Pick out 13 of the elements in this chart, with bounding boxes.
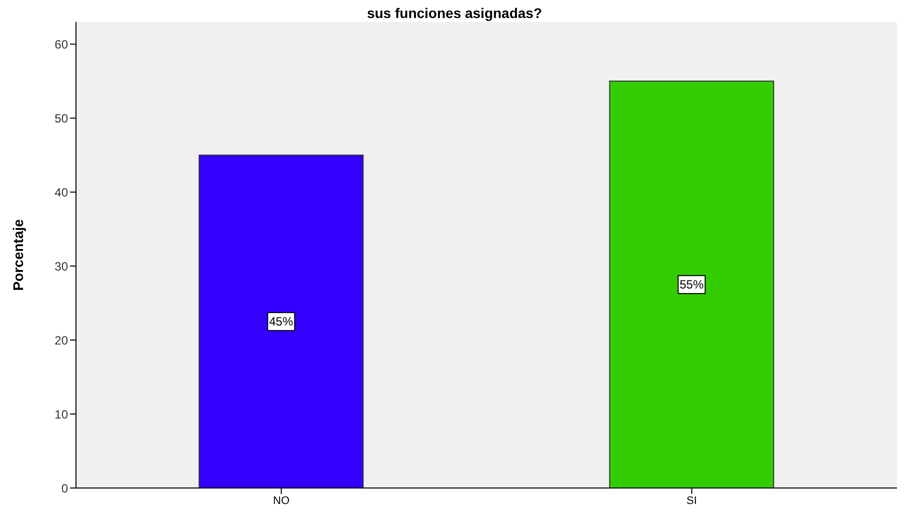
y-tick-label: 30 <box>54 259 68 274</box>
y-axis-title: Porcentaje <box>10 218 26 291</box>
y-tick-label: 0 <box>61 481 68 496</box>
y-tick-label: 40 <box>54 185 68 200</box>
data-label: 55% <box>680 278 704 292</box>
y-tick-label: 50 <box>54 111 68 126</box>
x-tick-label: NO <box>273 494 290 507</box>
data-label: 45% <box>269 314 294 329</box>
y-tick-label: 20 <box>54 333 68 348</box>
y-tick-label: 10 <box>54 407 68 422</box>
x-tick-label: SI <box>686 494 697 507</box>
y-tick-label: 60 <box>54 37 68 52</box>
chart-title: sus funciones asignadas? <box>366 5 544 21</box>
